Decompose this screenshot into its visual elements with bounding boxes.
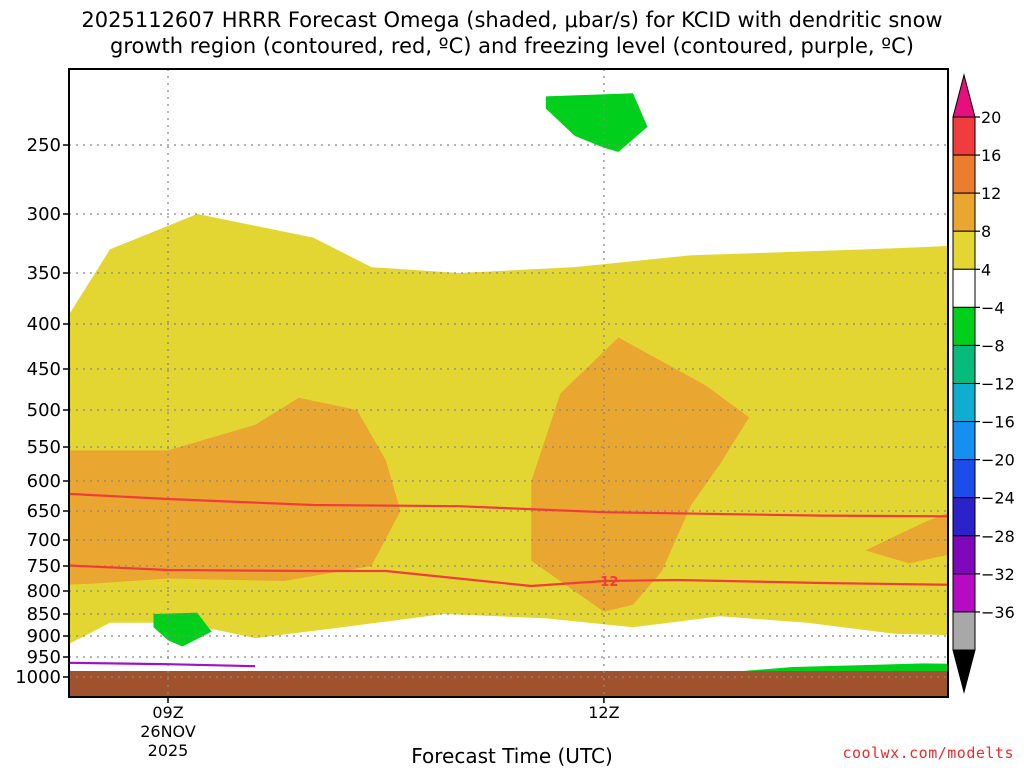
y-tick-label: 450 — [27, 359, 61, 380]
temperature-contours: −18−12−12−12 — [69, 492, 948, 668]
y-axis-ticks: 2503003504004505005506006507007508008509… — [15, 135, 69, 688]
colorbar-swatch — [952, 611, 976, 651]
omega-4-8-region — [69, 214, 948, 644]
colorbar-label: 8 — [981, 222, 991, 241]
omega-8-12-region — [531, 337, 750, 612]
x-tick-label: 2025 — [148, 741, 189, 760]
contour-label: −12 — [589, 575, 618, 590]
omega-neg-4-region — [153, 612, 212, 647]
y-tick-label: 650 — [27, 501, 61, 522]
colorbar-swatch — [952, 497, 976, 537]
omega-8-12-region — [69, 397, 401, 585]
freezing-level-line — [69, 661, 256, 668]
y-tick-label: 900 — [27, 626, 61, 647]
colorbar-label: −32 — [981, 565, 1015, 584]
y-tick-label: 950 — [27, 647, 61, 668]
colorbar-swatch — [952, 268, 976, 308]
colorbar-label: −12 — [981, 375, 1015, 394]
y-tick-label: 700 — [27, 530, 61, 551]
colorbar-top-arrow — [952, 73, 976, 118]
colorbar-label: 12 — [981, 184, 1001, 203]
colorbar-label: −16 — [981, 413, 1015, 432]
credit-link[interactable]: coolwx.com/modelts — [842, 744, 1014, 762]
omega-8-12-region — [865, 512, 948, 564]
colorbar-swatch — [952, 344, 976, 384]
y-tick-label: 250 — [27, 135, 61, 156]
colorbar-swatch — [952, 459, 976, 499]
x-axis-label: Forecast Time (UTC) — [411, 744, 613, 768]
y-tick-label: 600 — [27, 471, 61, 492]
omega-shading — [69, 93, 948, 677]
colorbar-swatch — [952, 154, 976, 194]
y-tick-label: 850 — [27, 604, 61, 625]
chart-title-line-1: 2025112607 HRRR Forecast Omega (shaded, … — [81, 8, 943, 32]
x-tick-label: 26NOV — [140, 722, 196, 741]
colorbar-swatch — [952, 421, 976, 461]
plot-frame — [68, 68, 949, 698]
colorbar-label: −8 — [981, 336, 1005, 355]
colorbar-swatch — [952, 383, 976, 423]
y-tick-label: 350 — [27, 263, 61, 284]
colorbar-label: −36 — [981, 603, 1015, 622]
x-axis-ticks: 09Z26NOV202512Z15Z18Z21Z00Z27NOV — [140, 697, 620, 760]
terrain-fill — [69, 671, 948, 697]
dgz-contour-line — [69, 564, 948, 588]
colorbar-swatch — [952, 192, 976, 232]
colorbar-label: 20 — [981, 108, 1001, 127]
x-tick-label: 12Z — [588, 703, 619, 722]
y-tick-label: 1000 — [15, 667, 61, 688]
y-tick-label: 300 — [27, 204, 61, 225]
colorbar-bottom-arrow — [952, 649, 976, 694]
colorbar-label: −20 — [981, 451, 1015, 470]
y-tick-label: 800 — [27, 581, 61, 602]
colorbar-swatch — [952, 535, 976, 575]
colorbar-swatch — [952, 116, 976, 156]
y-tick-label: 750 — [27, 556, 61, 577]
colorbar-swatch — [952, 306, 976, 346]
colorbar-label: −4 — [981, 298, 1005, 317]
colorbar-label: −28 — [981, 527, 1015, 546]
dgz-contour-line — [69, 492, 948, 518]
colorbar: 20 16 12 8 4 −4 −8 −12 −16 −20 −24 −28 −32 −36 — [952, 73, 1015, 694]
colorbar-label: 4 — [981, 260, 991, 279]
omega-neg-4-region — [545, 93, 648, 152]
x-tick-label: 09Z — [152, 703, 183, 722]
colorbar-swatch — [952, 573, 976, 613]
colorbar-label: −24 — [981, 489, 1015, 508]
ground-surface — [69, 671, 948, 697]
colorbar-label: 16 — [981, 146, 1001, 165]
chart-title-line-2: growth region (contoured, red, ºC) and f… — [110, 34, 914, 58]
y-tick-label: 400 — [27, 314, 61, 335]
colorbar-swatch — [952, 230, 976, 270]
y-tick-label: 550 — [27, 437, 61, 458]
y-tick-label: 500 — [27, 400, 61, 421]
